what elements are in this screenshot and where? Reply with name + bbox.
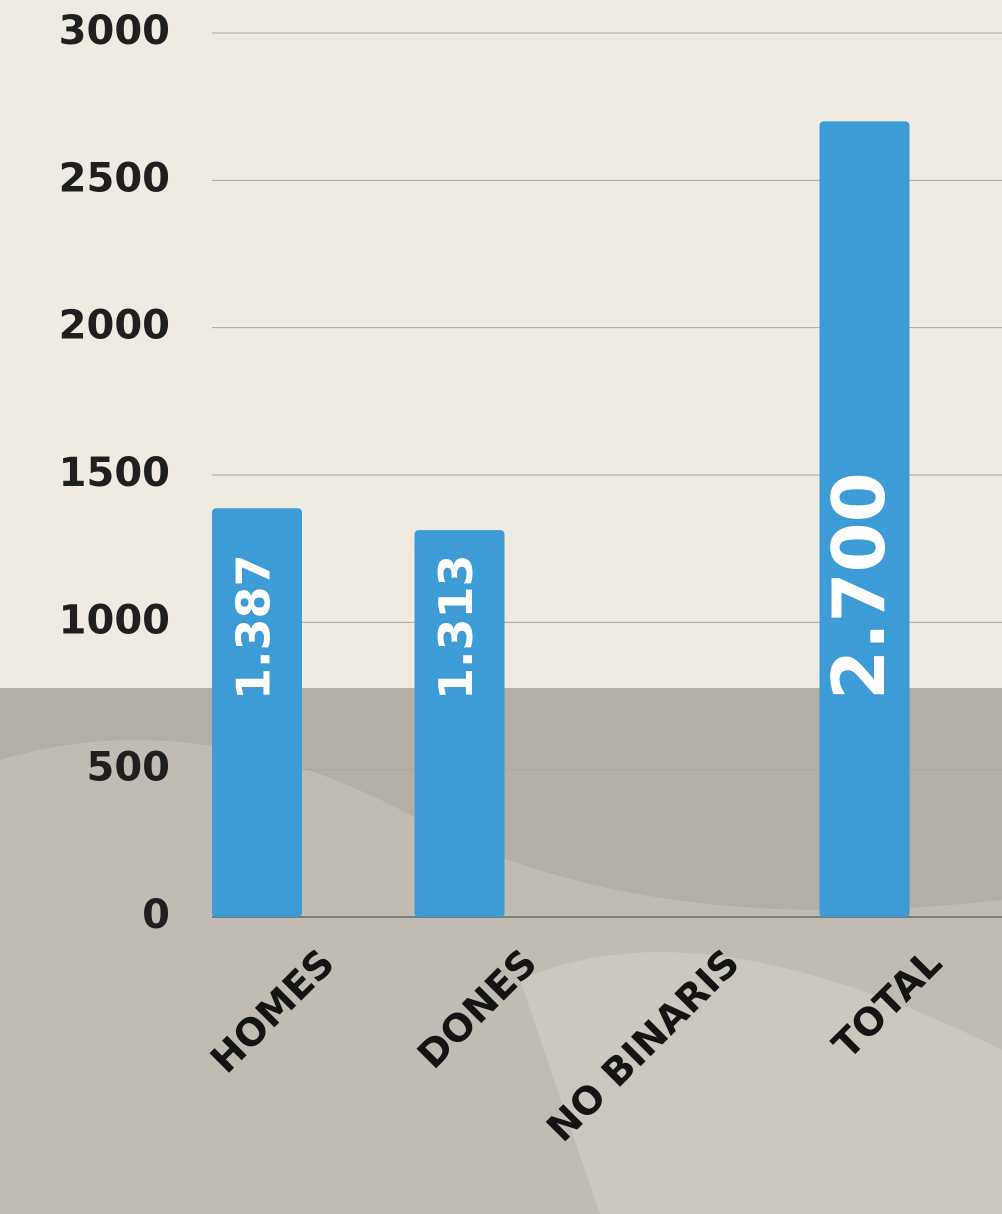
bar bbox=[414, 530, 505, 917]
y-tick-label: 1500 bbox=[59, 450, 170, 496]
y-tick-label: 2000 bbox=[59, 303, 170, 349]
value-label: 1.313 bbox=[429, 554, 483, 700]
y-tick-label: 2500 bbox=[59, 155, 170, 201]
bar bbox=[819, 121, 910, 917]
value-label: 1.387 bbox=[227, 554, 281, 700]
y-tick-label: 500 bbox=[87, 745, 171, 791]
y-tick-label: 1000 bbox=[59, 597, 170, 643]
value-label: 2.700 bbox=[817, 472, 901, 700]
bar bbox=[212, 508, 302, 917]
y-tick-label: 3000 bbox=[59, 8, 170, 54]
photo-shape bbox=[520, 952, 1002, 1214]
y-tick-label: 0 bbox=[142, 892, 170, 938]
